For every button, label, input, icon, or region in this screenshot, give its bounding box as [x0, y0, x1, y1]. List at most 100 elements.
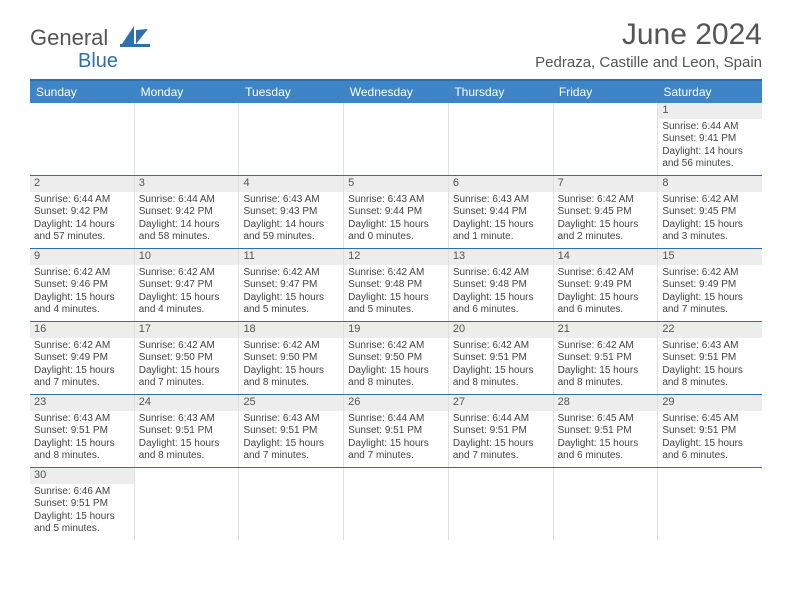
day-number: 10	[135, 249, 239, 265]
sunrise-line: Sunrise: 6:42 AM	[139, 340, 235, 353]
sunset-line: Sunset: 9:45 PM	[558, 206, 654, 219]
week-row: 16Sunrise: 6:42 AMSunset: 9:49 PMDayligh…	[30, 322, 762, 395]
month-title: June 2024	[535, 18, 762, 52]
week-row: 1Sunrise: 6:44 AMSunset: 9:41 PMDaylight…	[30, 103, 762, 176]
day-details: Sunrise: 6:42 AMSunset: 9:45 PMDaylight:…	[658, 192, 762, 247]
day-cell: 11Sunrise: 6:42 AMSunset: 9:47 PMDayligh…	[239, 249, 344, 321]
daylight-line: Daylight: 15 hours and 7 minutes.	[34, 365, 130, 390]
daylight-line: Daylight: 14 hours and 56 minutes.	[662, 146, 758, 171]
daylight-line: Daylight: 14 hours and 58 minutes.	[139, 219, 235, 244]
daylight-line: Daylight: 15 hours and 8 minutes.	[139, 438, 235, 463]
day-details: Sunrise: 6:42 AMSunset: 9:45 PMDaylight:…	[554, 192, 658, 247]
day-details: Sunrise: 6:42 AMSunset: 9:51 PMDaylight:…	[449, 338, 553, 393]
day-number: 22	[658, 322, 762, 338]
daylight-line: Daylight: 15 hours and 5 minutes.	[348, 292, 444, 317]
day-cell: 6Sunrise: 6:43 AMSunset: 9:44 PMDaylight…	[449, 176, 554, 248]
daylight-line: Daylight: 15 hours and 8 minutes.	[34, 438, 130, 463]
sunrise-line: Sunrise: 6:45 AM	[558, 413, 654, 426]
empty-cell	[658, 468, 762, 540]
sunset-line: Sunset: 9:50 PM	[139, 352, 235, 365]
sunset-line: Sunset: 9:42 PM	[139, 206, 235, 219]
sunset-line: Sunset: 9:47 PM	[139, 279, 235, 292]
sunset-line: Sunset: 9:51 PM	[34, 425, 130, 438]
brand-name-1: General	[30, 25, 108, 50]
sunrise-line: Sunrise: 6:43 AM	[34, 413, 130, 426]
day-details: Sunrise: 6:43 AMSunset: 9:51 PMDaylight:…	[30, 411, 134, 466]
sunset-line: Sunset: 9:41 PM	[662, 133, 758, 146]
sunset-line: Sunset: 9:49 PM	[34, 352, 130, 365]
sunrise-line: Sunrise: 6:43 AM	[139, 413, 235, 426]
weekday-friday: Friday	[553, 81, 658, 103]
day-cell: 26Sunrise: 6:44 AMSunset: 9:51 PMDayligh…	[344, 395, 449, 467]
day-number: 17	[135, 322, 239, 338]
week-row: 2Sunrise: 6:44 AMSunset: 9:42 PMDaylight…	[30, 176, 762, 249]
day-cell: 27Sunrise: 6:44 AMSunset: 9:51 PMDayligh…	[449, 395, 554, 467]
daylight-line: Daylight: 15 hours and 8 minutes.	[243, 365, 339, 390]
day-number: 30	[30, 468, 134, 484]
empty-cell	[135, 468, 240, 540]
day-details: Sunrise: 6:43 AMSunset: 9:51 PMDaylight:…	[135, 411, 239, 466]
header: General Blue June 2024 Pedraza, Castille…	[30, 18, 762, 73]
sunrise-line: Sunrise: 6:42 AM	[243, 340, 339, 353]
sail-icon	[120, 24, 150, 48]
sunrise-line: Sunrise: 6:42 AM	[558, 340, 654, 353]
daylight-line: Daylight: 15 hours and 7 minutes.	[662, 292, 758, 317]
day-number: 8	[658, 176, 762, 192]
sunset-line: Sunset: 9:50 PM	[348, 352, 444, 365]
day-number: 12	[344, 249, 448, 265]
day-details: Sunrise: 6:45 AMSunset: 9:51 PMDaylight:…	[658, 411, 762, 466]
sunset-line: Sunset: 9:51 PM	[662, 352, 758, 365]
daylight-line: Daylight: 15 hours and 0 minutes.	[348, 219, 444, 244]
sunset-line: Sunset: 9:51 PM	[348, 425, 444, 438]
sunrise-line: Sunrise: 6:43 AM	[662, 340, 758, 353]
sunrise-line: Sunrise: 6:43 AM	[453, 194, 549, 207]
day-cell: 19Sunrise: 6:42 AMSunset: 9:50 PMDayligh…	[344, 322, 449, 394]
day-number: 27	[449, 395, 553, 411]
daylight-line: Daylight: 15 hours and 8 minutes.	[348, 365, 444, 390]
sunrise-line: Sunrise: 6:42 AM	[243, 267, 339, 280]
sunrise-line: Sunrise: 6:44 AM	[662, 121, 758, 134]
day-number: 28	[554, 395, 658, 411]
location: Pedraza, Castille and Leon, Spain	[535, 54, 762, 71]
day-cell: 1Sunrise: 6:44 AMSunset: 9:41 PMDaylight…	[658, 103, 762, 175]
day-number: 6	[449, 176, 553, 192]
day-cell: 5Sunrise: 6:43 AMSunset: 9:44 PMDaylight…	[344, 176, 449, 248]
brand-logo: General Blue	[30, 28, 150, 73]
day-number: 23	[30, 395, 134, 411]
day-number: 7	[554, 176, 658, 192]
sunrise-line: Sunrise: 6:43 AM	[348, 194, 444, 207]
empty-cell	[30, 103, 135, 175]
empty-cell	[449, 103, 554, 175]
brand-name-2: Blue	[78, 50, 118, 72]
day-cell: 18Sunrise: 6:42 AMSunset: 9:50 PMDayligh…	[239, 322, 344, 394]
sunrise-line: Sunrise: 6:42 AM	[558, 194, 654, 207]
sunrise-line: Sunrise: 6:43 AM	[243, 413, 339, 426]
week-row: 23Sunrise: 6:43 AMSunset: 9:51 PMDayligh…	[30, 395, 762, 468]
day-cell: 2Sunrise: 6:44 AMSunset: 9:42 PMDaylight…	[30, 176, 135, 248]
day-number: 11	[239, 249, 343, 265]
calendar: SundayMondayTuesdayWednesdayThursdayFrid…	[30, 79, 762, 540]
sunrise-line: Sunrise: 6:42 AM	[34, 340, 130, 353]
sunset-line: Sunset: 9:44 PM	[453, 206, 549, 219]
day-details: Sunrise: 6:42 AMSunset: 9:47 PMDaylight:…	[239, 265, 343, 320]
day-cell: 3Sunrise: 6:44 AMSunset: 9:42 PMDaylight…	[135, 176, 240, 248]
day-number: 24	[135, 395, 239, 411]
sunset-line: Sunset: 9:51 PM	[558, 352, 654, 365]
day-cell: 16Sunrise: 6:42 AMSunset: 9:49 PMDayligh…	[30, 322, 135, 394]
day-details: Sunrise: 6:42 AMSunset: 9:51 PMDaylight:…	[554, 338, 658, 393]
day-cell: 21Sunrise: 6:42 AMSunset: 9:51 PMDayligh…	[554, 322, 659, 394]
daylight-line: Daylight: 15 hours and 8 minutes.	[662, 365, 758, 390]
sunrise-line: Sunrise: 6:42 AM	[558, 267, 654, 280]
daylight-line: Daylight: 15 hours and 7 minutes.	[243, 438, 339, 463]
day-details: Sunrise: 6:44 AMSunset: 9:42 PMDaylight:…	[30, 192, 134, 247]
empty-cell	[239, 468, 344, 540]
sunrise-line: Sunrise: 6:46 AM	[34, 486, 130, 499]
sunrise-line: Sunrise: 6:42 AM	[662, 194, 758, 207]
sunset-line: Sunset: 9:51 PM	[558, 425, 654, 438]
day-cell: 24Sunrise: 6:43 AMSunset: 9:51 PMDayligh…	[135, 395, 240, 467]
sunset-line: Sunset: 9:51 PM	[453, 352, 549, 365]
day-details: Sunrise: 6:45 AMSunset: 9:51 PMDaylight:…	[554, 411, 658, 466]
day-cell: 10Sunrise: 6:42 AMSunset: 9:47 PMDayligh…	[135, 249, 240, 321]
day-cell: 29Sunrise: 6:45 AMSunset: 9:51 PMDayligh…	[658, 395, 762, 467]
day-details: Sunrise: 6:44 AMSunset: 9:41 PMDaylight:…	[658, 119, 762, 174]
